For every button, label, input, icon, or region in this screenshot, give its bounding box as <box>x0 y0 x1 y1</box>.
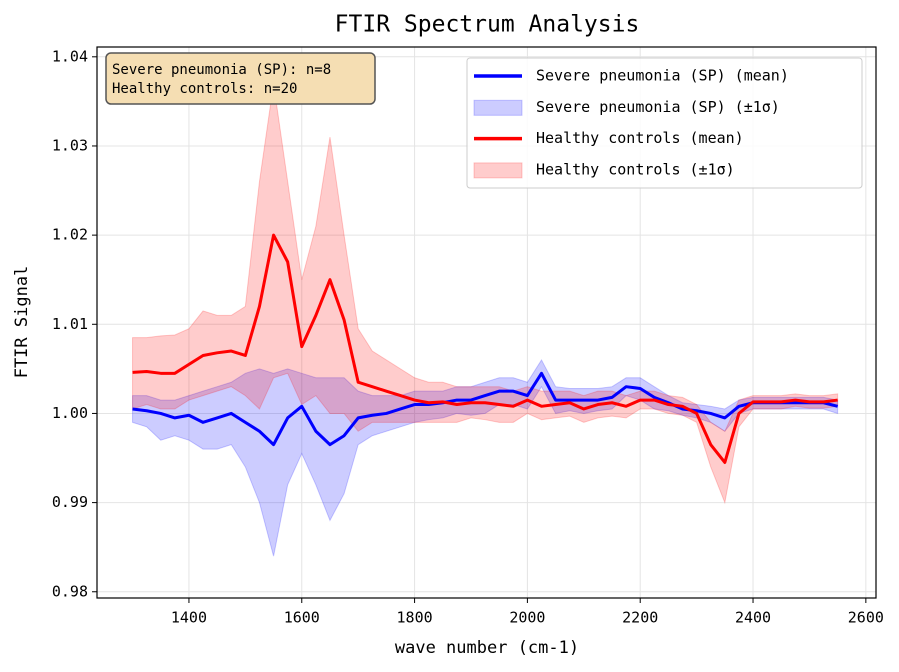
x-tick-label: 1800 <box>397 609 433 627</box>
plot-area <box>132 83 839 557</box>
annotation-box: Severe pneumonia (SP): n=8 Healthy contr… <box>105 52 376 105</box>
x-tick-label: 2400 <box>735 609 771 627</box>
y-tick-label: 0.98 <box>52 582 88 600</box>
x-tick-label: 2200 <box>622 609 658 627</box>
y-tick-label: 0.99 <box>52 493 88 511</box>
legend-label: Healthy controls (±1σ) <box>536 160 735 178</box>
annotation-line: Severe pneumonia (SP): n=8 <box>112 62 331 78</box>
legend: Severe pneumonia (SP) (mean) Severe pneum… <box>466 57 863 189</box>
y-tick-label: 1.02 <box>52 226 88 244</box>
line <box>132 371 839 447</box>
legend-label: Severe pneumonia (SP) (mean) <box>536 67 789 85</box>
legend-label: Healthy controls (mean) <box>536 129 744 147</box>
legend-label: Severe pneumonia (SP) (±1σ) <box>536 98 780 116</box>
y-axis-label: FTIR Signal <box>12 266 32 379</box>
plot-frame <box>96 46 877 599</box>
x-tick-label: 2600 <box>848 609 884 627</box>
x-tick-label: 1400 <box>171 609 207 627</box>
chart-title: FTIR Spectrum Analysis <box>335 12 640 38</box>
annotation-line: Healthy controls: n=20 <box>112 81 297 97</box>
band <box>132 358 839 557</box>
legend-frame <box>466 57 863 189</box>
legend-swatch <box>473 162 523 179</box>
x-tick-label: 1600 <box>284 609 320 627</box>
legend-swatch <box>473 99 523 116</box>
y-tick-label: 1.04 <box>52 47 88 65</box>
annotation-frame <box>105 52 376 105</box>
grid <box>97 47 876 598</box>
line <box>132 233 838 464</box>
y-tick-label: 1.03 <box>52 136 88 154</box>
x-axis-label: wave number (cm-1) <box>395 638 579 658</box>
y-tick-label: 1.01 <box>52 315 88 333</box>
y-tick-label: 1.00 <box>52 404 88 422</box>
x-tick-label: 2000 <box>509 609 545 627</box>
